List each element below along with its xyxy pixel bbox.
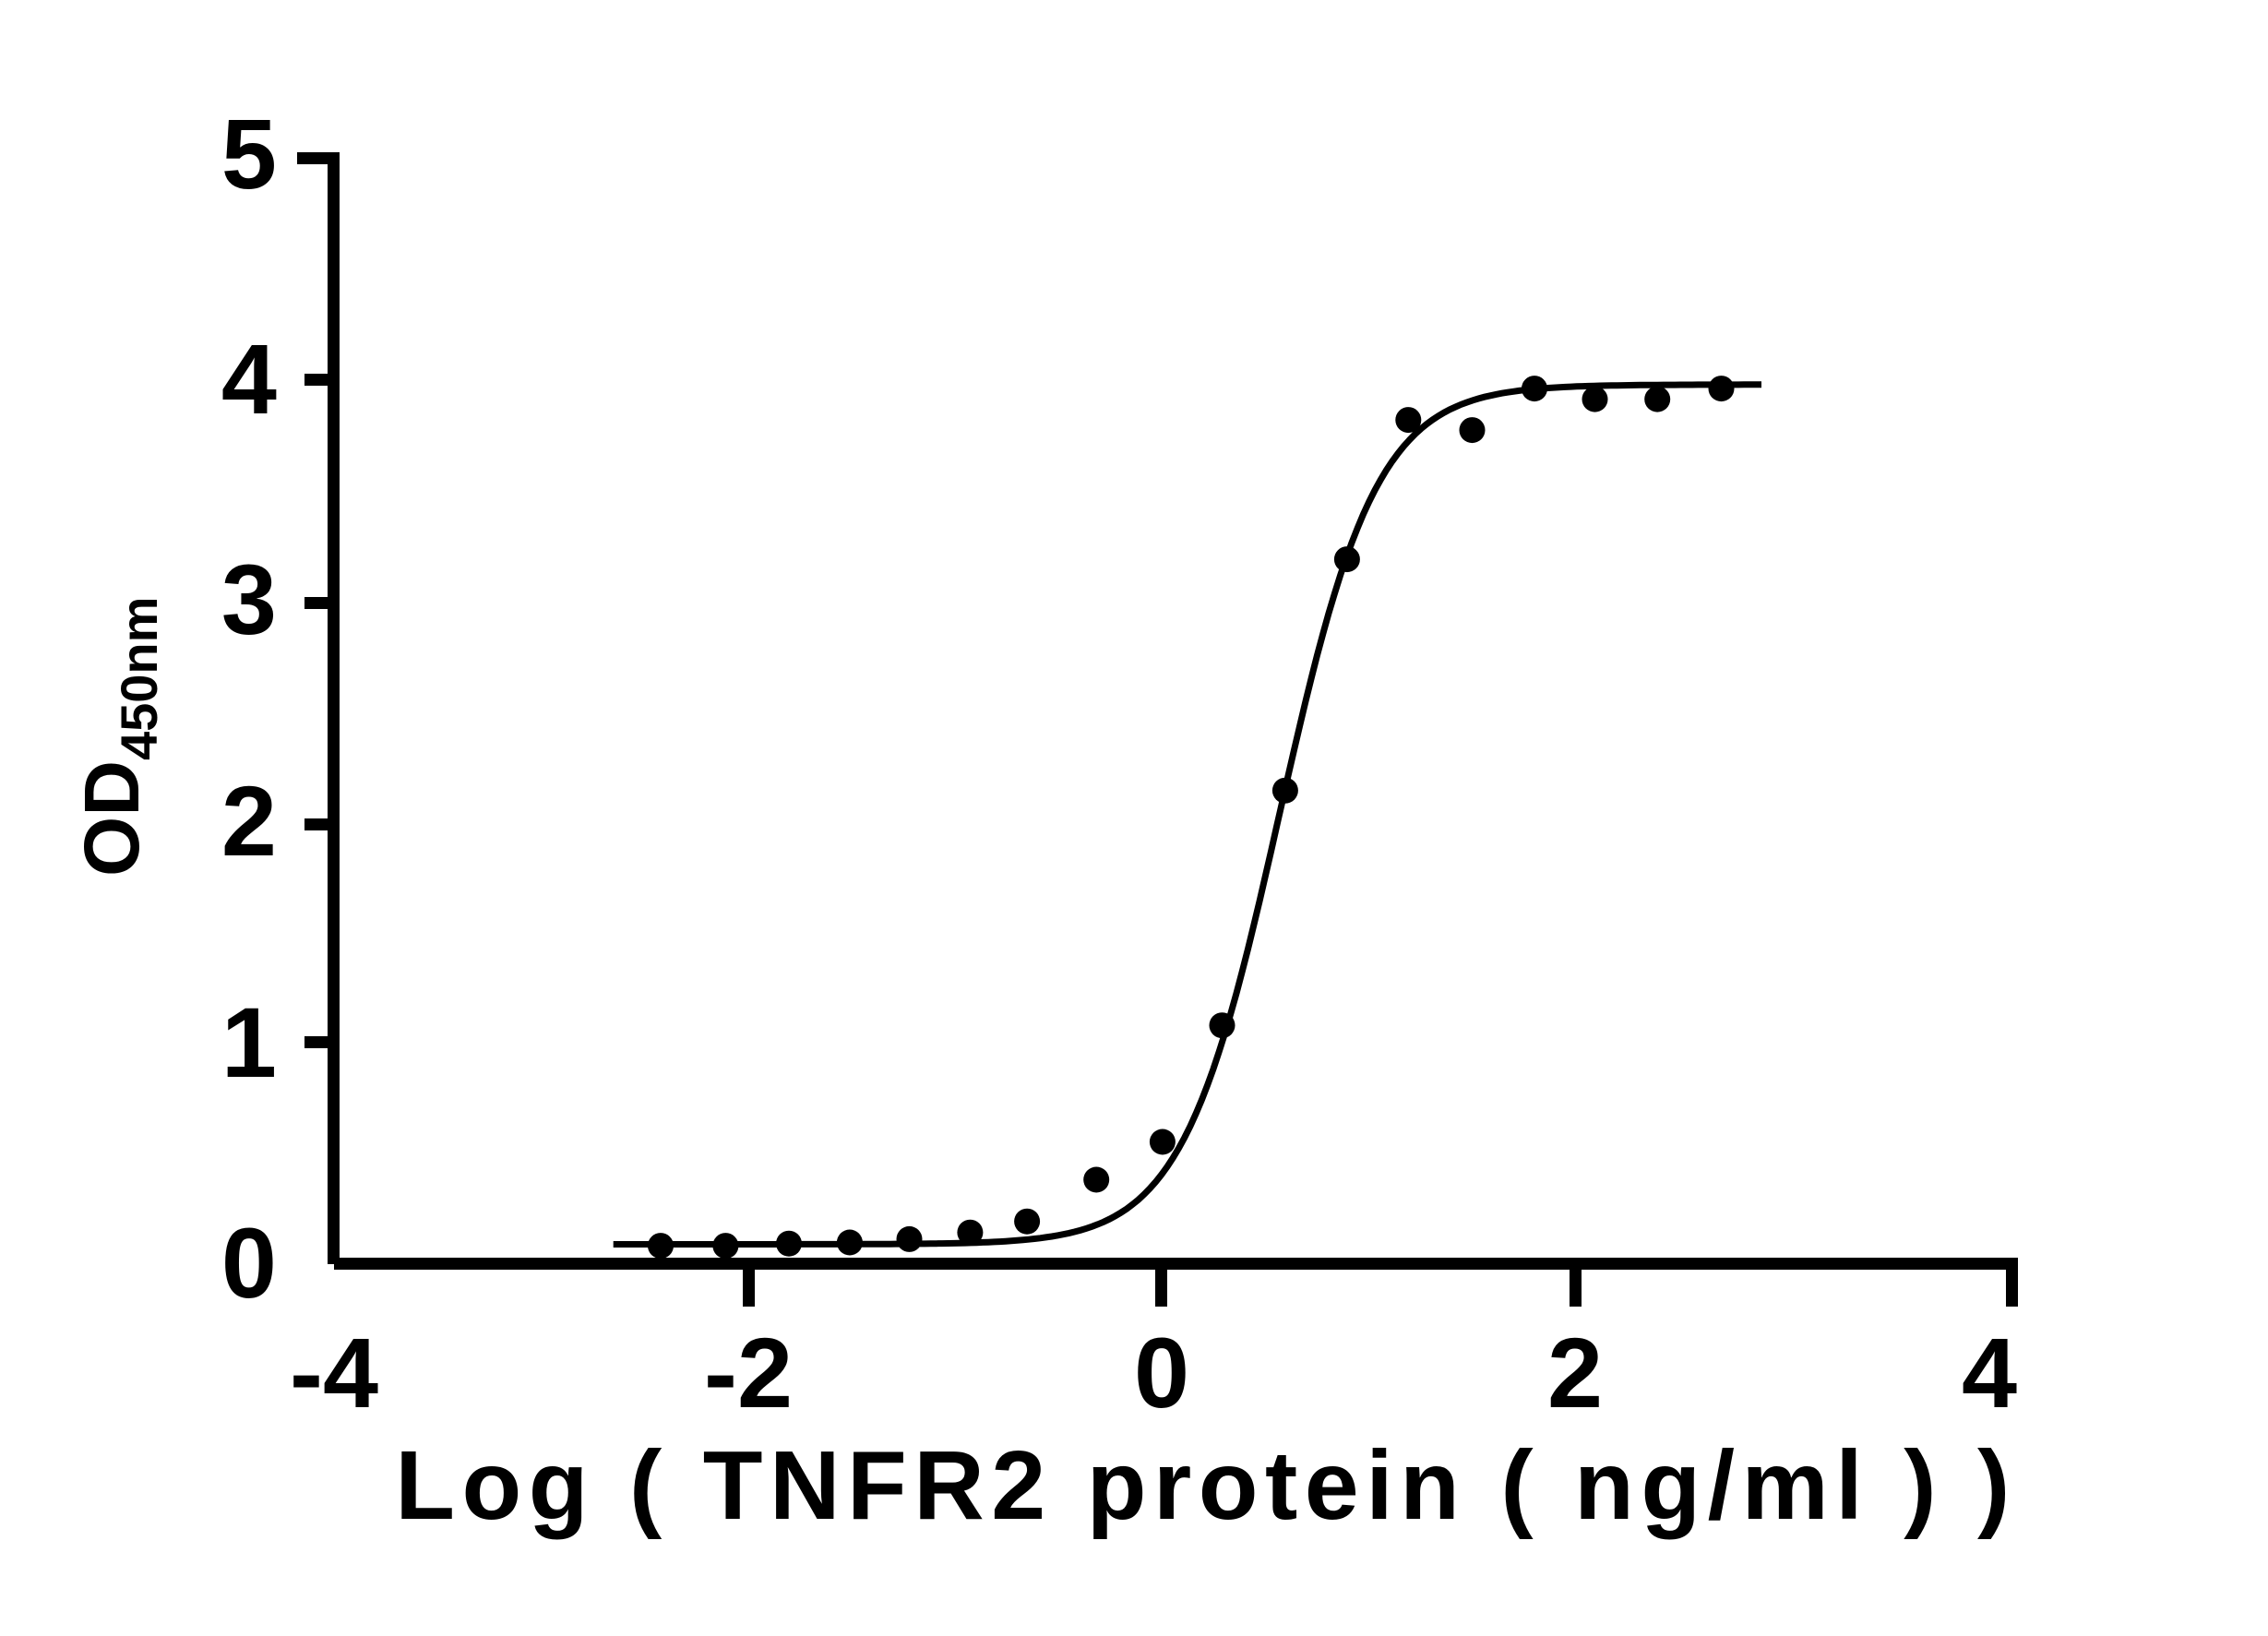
svg-text:OD450nm: OD450nm bbox=[68, 597, 168, 877]
svg-text:4: 4 bbox=[221, 323, 277, 435]
svg-text:0: 0 bbox=[221, 1207, 277, 1319]
svg-text:5: 5 bbox=[221, 98, 277, 209]
svg-text:3: 3 bbox=[221, 543, 277, 655]
svg-text:1: 1 bbox=[221, 986, 277, 1098]
svg-text:2: 2 bbox=[1547, 1317, 1603, 1428]
svg-text:Log ( TNFR2 protein ( ng/ml ): Log ( TNFR2 protein ( ng/ml ) ) bbox=[395, 1431, 2017, 1540]
svg-text:-2: -2 bbox=[704, 1317, 793, 1428]
svg-text:0: 0 bbox=[1134, 1317, 1189, 1428]
svg-text:-4: -4 bbox=[290, 1317, 378, 1428]
svg-text:2: 2 bbox=[221, 765, 277, 877]
svg-text:4: 4 bbox=[1962, 1317, 2017, 1428]
